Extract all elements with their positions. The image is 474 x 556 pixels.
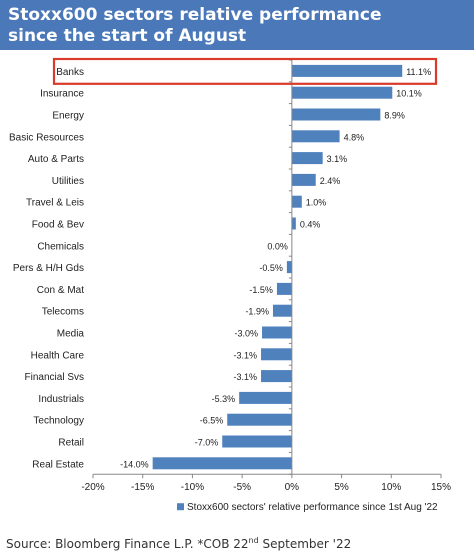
category-label-banks: Banks — [56, 67, 84, 78]
category-label-chemicals: Chemicals — [37, 241, 84, 252]
data-label-retail: -7.0% — [195, 438, 219, 448]
data-label-industrials: -5.3% — [212, 394, 236, 404]
bar-travel-leis — [291, 195, 302, 208]
bar-con-mat — [276, 282, 292, 295]
source-note: Source: Bloomberg Finance L.P. *COB 22nd… — [6, 536, 351, 551]
x-tick-label: -20% — [81, 482, 104, 493]
data-label-pers-h-h-gds: -0.5% — [259, 263, 283, 273]
legend-label: Stoxx600 sectors' relative performance s… — [187, 502, 438, 513]
category-label-pers-h-h-gds: Pers & H/H Gds — [13, 263, 84, 274]
bar-food-bev — [291, 217, 296, 230]
x-tick-label: 0% — [285, 482, 300, 493]
data-label-telecoms: -1.9% — [245, 307, 269, 317]
category-label-telecoms: Telecoms — [42, 307, 84, 318]
category-label-energy: Energy — [52, 111, 84, 122]
category-label-financial-svs: Financial Svs — [25, 372, 84, 383]
bar-industrials — [239, 391, 292, 404]
category-label-basic-resources: Basic Resources — [9, 132, 84, 143]
category-label-retail: Retail — [58, 438, 84, 449]
category-label-utilities: Utilities — [52, 176, 84, 187]
category-label-health-care: Health Care — [31, 350, 85, 361]
bar-telecoms — [272, 304, 292, 317]
bar-financial-svs — [261, 370, 292, 383]
data-label-auto-parts: 3.1% — [327, 154, 348, 164]
category-label-technology: Technology — [33, 416, 84, 427]
category-label-travel-leis: Travel & Leis — [26, 198, 84, 209]
bar-utilities — [291, 173, 316, 186]
bar-auto-parts — [291, 152, 323, 165]
x-tick-label: 10% — [381, 482, 401, 493]
data-label-media: -3.0% — [235, 329, 259, 339]
x-tick-label: 5% — [334, 482, 349, 493]
bar-real-estate — [152, 457, 292, 470]
source-note-superscript: nd — [248, 536, 259, 545]
data-label-utilities: 2.4% — [320, 176, 341, 186]
bar-insurance — [291, 86, 393, 99]
bar-health-care — [261, 348, 292, 361]
x-tick-label: -10% — [181, 482, 204, 493]
bar-energy — [291, 108, 381, 121]
source-note-date: September '22 — [258, 537, 352, 551]
category-label-auto-parts: Auto & Parts — [28, 154, 84, 165]
category-label-insurance: Insurance — [40, 89, 84, 100]
data-label-con-mat: -1.5% — [249, 285, 273, 295]
chart-title-line-1: Stoxx600 sectors relative performance — [8, 5, 382, 25]
bar-retail — [222, 435, 292, 448]
category-label-industrials: Industrials — [38, 394, 84, 405]
bar-chart: Banks 11.1% Insurance 10.1% Energy 8.9% Basic … — [9, 57, 451, 513]
data-label-health-care: -3.1% — [234, 350, 258, 360]
bar-technology — [227, 413, 292, 426]
category-label-con-mat: Con & Mat — [37, 285, 84, 296]
data-label-chemicals: 0.0% — [267, 241, 288, 251]
bar-pers-h-h-gds — [286, 261, 292, 274]
source-note-text: Source: Bloomberg Finance L.P. *COB 22 — [6, 537, 249, 551]
x-tick-label: 15% — [431, 482, 451, 493]
bar-banks — [291, 64, 403, 77]
x-tick-label: -15% — [131, 482, 154, 493]
x-tick-label: -5% — [233, 482, 251, 493]
data-label-technology: -6.5% — [200, 416, 224, 426]
highlight-box-banks — [52, 57, 438, 85]
category-label-food-bev: Food & Bev — [32, 220, 84, 231]
data-label-travel-leis: 1.0% — [306, 198, 327, 208]
data-label-energy: 8.9% — [384, 111, 405, 121]
category-label-real-estate: Real Estate — [32, 459, 84, 470]
data-label-basic-resources: 4.8% — [344, 132, 365, 142]
chart-area: Banks 11.1% Insurance 10.1% Energy 8.9% Basic … — [0, 50, 474, 525]
title-banner: Stoxx600 sectors relative performance si… — [0, 0, 474, 50]
data-label-real-estate: -14.0% — [120, 459, 149, 469]
bar-media — [262, 326, 292, 339]
category-label-media: Media — [57, 329, 85, 340]
bar-basic-resources — [291, 130, 340, 143]
data-label-insurance: 10.1% — [396, 89, 422, 99]
data-label-financial-svs: -3.1% — [234, 372, 258, 382]
chart-title-line-2: since the start of August — [8, 26, 247, 46]
data-label-food-bev: 0.4% — [300, 220, 321, 230]
data-label-banks: 11.1% — [406, 67, 431, 77]
legend-swatch — [177, 503, 184, 511]
